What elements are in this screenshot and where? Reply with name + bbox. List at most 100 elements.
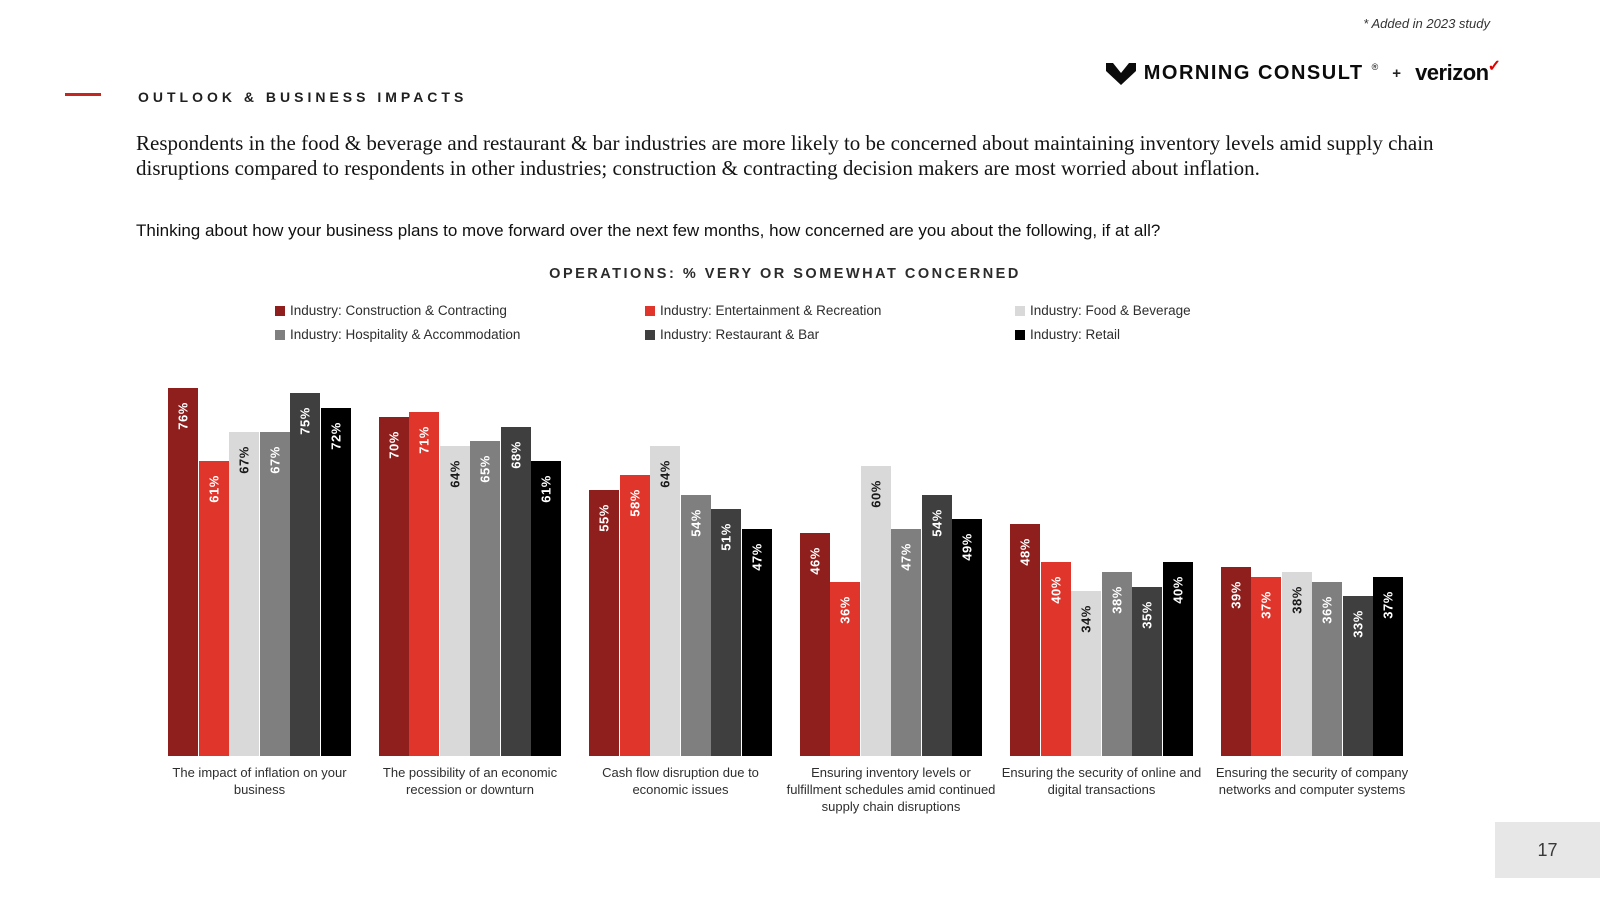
bar-value-label: 58% [627,489,642,517]
question-text: Thinking about how your business plans t… [136,221,1161,240]
bar-value-label: 75% [297,407,313,435]
bar: 39% [1220,567,1251,756]
bar: 47% [891,529,921,756]
legend-label: Industry: Construction & Contracting [290,303,507,318]
legend-swatch [645,329,655,340]
bar-value-label: 51% [718,523,734,551]
legend-label: Industry: Entertainment & Recreation [660,303,882,318]
bar: 51% [711,509,741,756]
accent-line [65,93,101,96]
legend-item: Industry: Construction & Contracting [275,303,645,318]
bar: 40% [1162,562,1193,756]
category-label: Cash flow disruption due to economic iss… [602,765,759,798]
chart-title: OPERATIONS: % VERY OR SOMEWHAT CONCERNED [549,266,1021,282]
bar: 76% [168,388,198,756]
logo-row: MORNING CONSULT ® + verizon ✓ [1105,58,1502,86]
legend-item: Industry: Food & Beverage [1015,303,1385,318]
bar-value-label: 48% [1017,538,1033,566]
morning-consult-logo-icon [1105,63,1136,85]
legend-item: Industry: Restaurant & Bar [645,327,1015,342]
bar: 36% [1312,582,1342,756]
legend-swatch [275,329,285,340]
bar-value-label: 38% [1289,586,1304,614]
bar: 37% [1251,577,1281,756]
bar-value-label: 68% [508,441,523,469]
bar-value-label: 64% [447,460,462,488]
bar-value-label: 60% [868,480,883,508]
legend-item: Industry: Entertainment & Recreation [645,303,1015,318]
headline: Respondents in the food & beverage and r… [136,131,1434,180]
bar: 71% [409,412,439,756]
bar-value-label: 65% [477,455,493,483]
bar-value-label: 61% [538,475,554,503]
verizon-wordmark: verizon [1415,60,1489,85]
bar: 35% [1132,587,1162,756]
bar: 61% [531,461,561,756]
bar: 72% [320,408,351,756]
bar: 54% [921,495,952,756]
bar-value-label: 34% [1078,605,1094,633]
bar: 61% [198,461,229,756]
legend-label: Industry: Hospitality & Accommodation [290,327,521,342]
bar-value-label: 72% [328,422,343,450]
bar-value-label: 47% [749,543,764,571]
bar-value-label: 71% [416,426,432,454]
study-note: * Added in 2023 study [1363,16,1490,31]
bar: 67% [259,432,290,756]
bar-value-label: 37% [1380,591,1396,619]
legend-label: Industry: Food & Beverage [1030,303,1191,318]
bar-value-label: 39% [1228,581,1243,609]
legend-item: Industry: Hospitality & Accommodation [275,327,645,342]
bar-value-label: 64% [657,460,673,488]
legend-swatch [275,305,285,316]
bar-value-label: 76% [175,402,191,430]
bar: 64% [439,446,470,756]
verizon-check-icon: ✓ [1487,58,1501,75]
bar: 38% [1281,572,1312,756]
bar-value-label: 70% [386,431,401,459]
bar-value-label: 55% [596,504,612,532]
bar-value-label: 47% [898,543,914,571]
bar: 38% [1101,572,1132,756]
morning-consult-logo: MORNING CONSULT ® [1105,61,1379,85]
category-label: Ensuring the security of online and digi… [1001,765,1202,798]
legend-label: Industry: Restaurant & Bar [660,327,820,342]
logo-plus: + [1392,64,1402,82]
page-number: 17 [1495,822,1600,878]
legend-swatch [645,305,655,316]
bar-value-label: 40% [1170,576,1185,604]
bar: 47% [741,529,772,756]
bar: 46% [799,533,830,756]
bar: 75% [290,393,320,756]
bar-value-label: 36% [837,596,853,624]
bar: 70% [378,417,409,756]
bar: 65% [470,441,500,756]
bar-value-label: 38% [1109,586,1124,614]
category-label: The impact of inflation on your business [172,765,347,798]
bar: 67% [229,432,259,756]
category-label: Ensuring inventory levels or fulfillment… [786,765,996,815]
bar-value-label: 61% [206,475,221,503]
bar: 68% [500,427,531,756]
chart-legend: Industry: Construction & Contracting Indu… [275,303,1385,342]
bar-value-label: 40% [1048,576,1063,604]
category-label: Ensuring the security of company network… [1215,765,1409,798]
bar-value-label: 36% [1319,596,1335,624]
bar: 54% [680,495,711,756]
bar: 36% [830,582,860,756]
bar-value-label: 54% [688,509,703,537]
bar: 48% [1010,524,1040,756]
legend-item: Industry: Retail [1015,327,1385,342]
bar-value-label: 37% [1258,591,1274,619]
bar: 40% [1040,562,1071,756]
bar-value-label: 33% [1350,610,1365,638]
bar-value-label: 35% [1139,601,1155,629]
bar: 49% [952,519,982,756]
bar: 58% [619,475,650,756]
bar-value-label: 49% [959,533,975,561]
bar-value-label: 67% [267,446,282,474]
verizon-logo: verizon ✓ [1415,58,1502,86]
registered-mark: ® [1371,62,1379,72]
bar-value-label: 67% [236,446,252,474]
